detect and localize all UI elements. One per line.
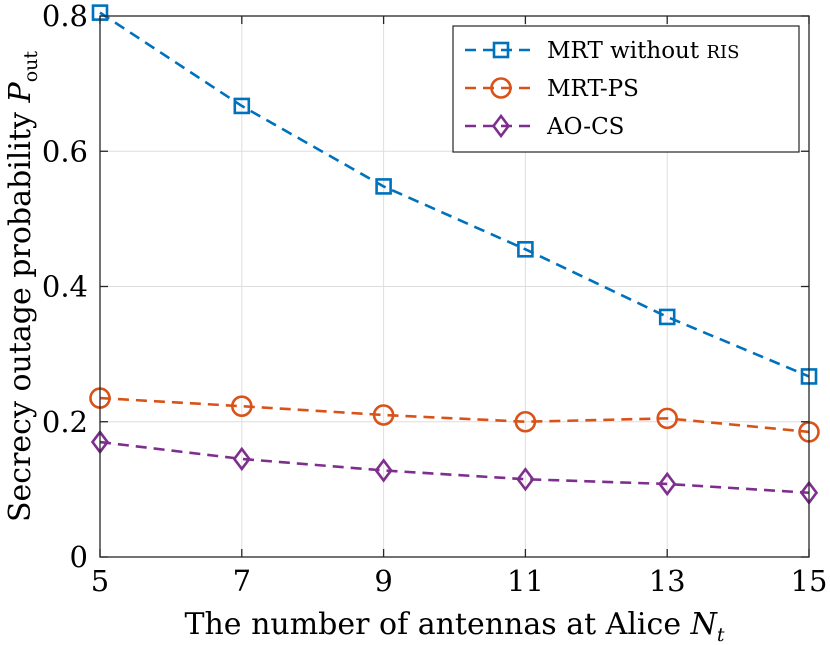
legend-label: MRT-PS: [547, 76, 639, 102]
y-tick-label: 0.8: [42, 0, 88, 33]
data-point: [514, 410, 537, 433]
y-tick-label: 0: [70, 540, 88, 574]
x-tick-label: 11: [507, 564, 544, 598]
series-line: [99, 396, 810, 434]
x-axis-label: The number of antennas at Alice Nt: [184, 607, 724, 645]
y-tick-label: 0.6: [42, 134, 88, 168]
legend-entry: MRT-PS: [465, 76, 639, 102]
data-point: [231, 395, 253, 417]
axis-ticks: 5 7 9 11 13 15 0 0.2 0.4 0.6 0.8: [42, 0, 828, 598]
y-tick-label: 0.2: [42, 405, 88, 439]
legend-label: MRT without RIS: [547, 38, 739, 64]
data-point: [232, 446, 251, 472]
legend-label: AO-CS: [546, 114, 624, 140]
legend-entries: MRT without RIS MRT-PS AO-CS: [465, 38, 739, 140]
data-point: [658, 308, 676, 326]
y-tick-label: 0.4: [42, 270, 88, 304]
data-point: [656, 407, 679, 430]
data-point: [375, 178, 392, 195]
data-point: [372, 404, 395, 426]
x-tick-label: 13: [649, 564, 686, 598]
legend-marker: [490, 77, 512, 99]
data-point: [516, 467, 535, 492]
x-tick-label: 5: [91, 564, 109, 598]
y-axis-label: Secrecy outage probability Pout: [3, 51, 42, 522]
series-line: [99, 11, 810, 378]
legend-entry: AO-CS: [465, 113, 624, 140]
legend-marker: [491, 113, 511, 139]
x-tick-label: 9: [374, 564, 392, 598]
legend: MRT without RIS MRT-PS AO-CS: [452, 25, 800, 153]
legend-marker: [492, 41, 510, 59]
x-tick-label: 7: [233, 564, 251, 598]
data-point: [517, 241, 534, 258]
data-point: [374, 458, 393, 483]
data-point: [658, 471, 677, 497]
legend-entry: MRT without RIS: [465, 38, 739, 64]
x-tick-label: 15: [791, 564, 828, 598]
data-point: [233, 97, 251, 115]
